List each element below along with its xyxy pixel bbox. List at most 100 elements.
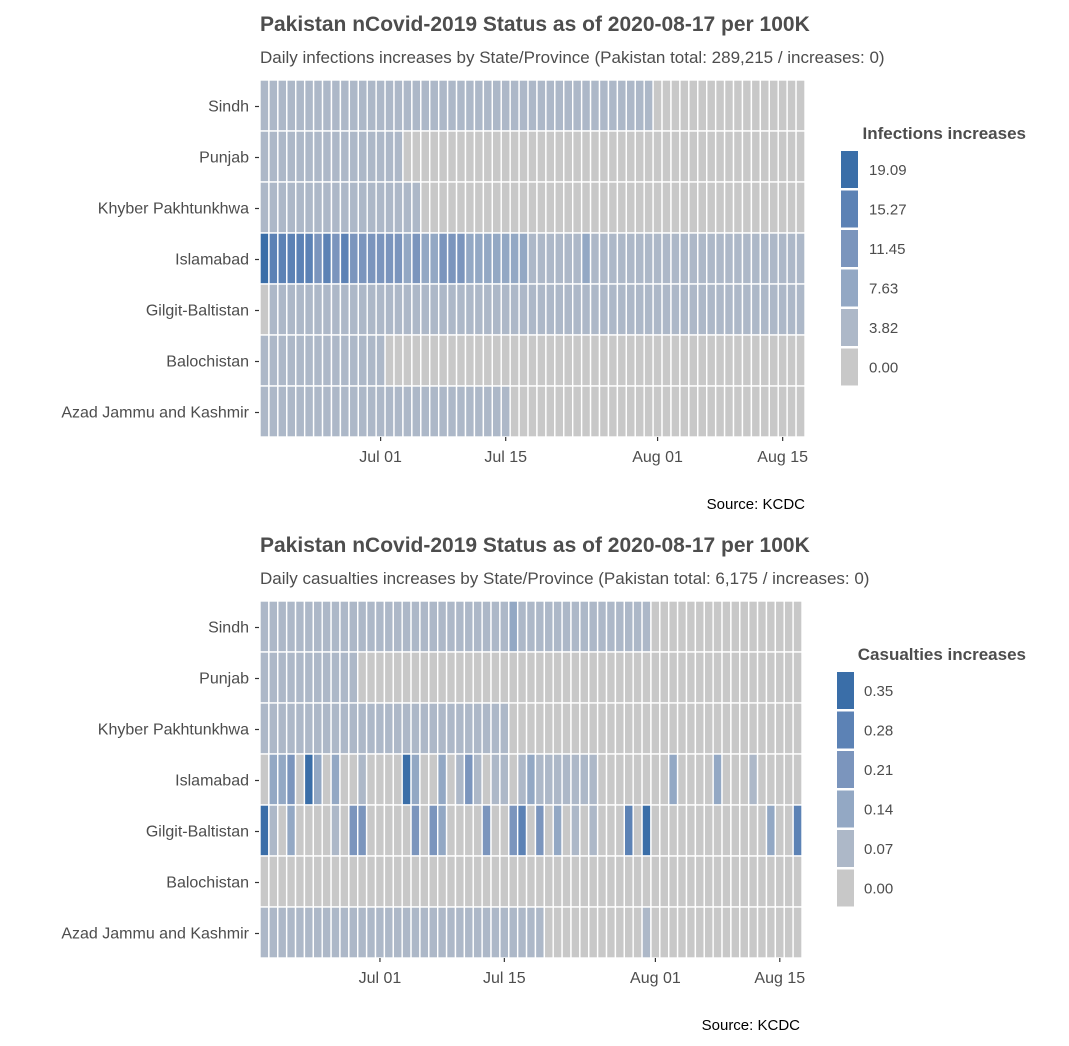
heatmap-tile [375,181,386,234]
heatmap-tile [481,804,492,857]
heatmap-tile [756,651,768,704]
heatmap-tile [768,232,779,285]
heatmap-tile [357,334,368,387]
heatmap-tile [525,804,537,857]
heatmap-tile [632,855,643,908]
heatmap-tile [357,855,368,908]
heatmap-tile [570,906,581,959]
heatmap-tile [446,130,458,183]
legend-label: 11.45 [869,241,905,258]
heatmap-tile [330,283,342,336]
heatmap-tile [259,385,270,438]
heatmap-tile [454,855,466,908]
heatmap-tile [552,804,563,857]
heatmap-tile [454,753,466,806]
heatmap-tile [536,283,547,336]
heatmap-tile [668,906,679,959]
heatmap-tile [777,232,788,285]
heatmap-tile [703,753,714,806]
heatmap-tile [641,651,652,704]
heatmap-tile [676,906,688,959]
heatmap-tile [473,283,485,336]
heatmap-tile [579,600,590,653]
heatmap-tile [428,651,439,704]
x-tick-label: Aug 15 [757,449,808,466]
heatmap-tile [499,702,510,755]
heatmap-tile [536,130,547,183]
heatmap-tile [321,385,333,438]
heatmap-tile [294,702,306,755]
heatmap-tile [312,283,324,336]
heatmap-tile [527,130,538,183]
heatmap-tile [454,906,466,959]
heatmap-tile [525,753,537,806]
heatmap-tile [712,804,723,857]
heatmap-tile [321,600,332,653]
heatmap-tile [580,334,592,387]
heatmap-tile [774,753,785,806]
heatmap-tile [721,906,732,959]
heatmap-tile [490,702,501,755]
heatmap-tile [437,651,448,704]
heatmap-tile [688,283,699,336]
heatmap-tile [570,651,581,704]
heatmap-tile [259,804,270,857]
heatmap-tile [472,651,483,704]
heatmap-tile [295,79,306,132]
heatmap-tile [768,79,779,132]
heatmap-tile [747,906,759,959]
heatmap-tile [545,385,556,438]
heatmap-tile [697,79,708,132]
heatmap-tile [383,855,394,908]
heatmap-tile [783,906,794,959]
heatmap-tile [554,130,565,183]
heatmap-tile [420,181,431,234]
heatmap-tile [411,79,422,132]
heatmap-tile [616,283,628,336]
heatmap-tile [712,651,723,704]
heatmap-tile [589,79,601,132]
legend-label: 3.82 [869,320,898,337]
heatmap-tile [561,753,572,806]
heatmap-tile [545,232,556,285]
heatmap-tile [259,702,270,755]
heatmap-tile [650,906,661,959]
heatmap-tile [321,804,332,857]
heatmap-tile [643,385,654,438]
legend-swatch [841,309,858,346]
heatmap-tile [721,753,732,806]
heatmap-tile [321,130,333,183]
heatmap-tile [712,855,723,908]
heatmap-tile [561,651,572,704]
heatmap-tile [694,855,705,908]
heatmap-tile [295,130,306,183]
heatmap-tile [759,79,770,132]
heatmap-tile [277,181,288,234]
heatmap-tile [598,130,610,183]
heatmap-tile [294,753,306,806]
heatmap-tile [402,130,413,183]
heatmap-tile [786,334,797,387]
heatmap-tile [536,79,547,132]
heatmap-tile [543,651,554,704]
heatmap-tile [714,181,726,234]
heatmap-tile [616,232,628,285]
heatmap-tile [527,232,538,285]
heatmap-tile [339,702,350,755]
heatmap-tile [777,334,788,387]
heatmap-tile [563,79,574,132]
heatmap-tile [445,804,457,857]
heatmap-tile [402,334,413,387]
heatmap-tile [668,600,679,653]
chart-caption: Source: KCDC [702,1017,801,1034]
heatmap-tile [765,702,777,755]
heatmap-tile [697,232,708,285]
heatmap-tile [652,130,663,183]
heatmap-tile [286,385,297,438]
heatmap-tile [741,283,753,336]
heatmap-tile [312,753,323,806]
heatmap-tile [339,283,351,336]
heatmap-tile [516,753,528,806]
heatmap-tile [694,753,705,806]
heatmap-tile [670,232,681,285]
